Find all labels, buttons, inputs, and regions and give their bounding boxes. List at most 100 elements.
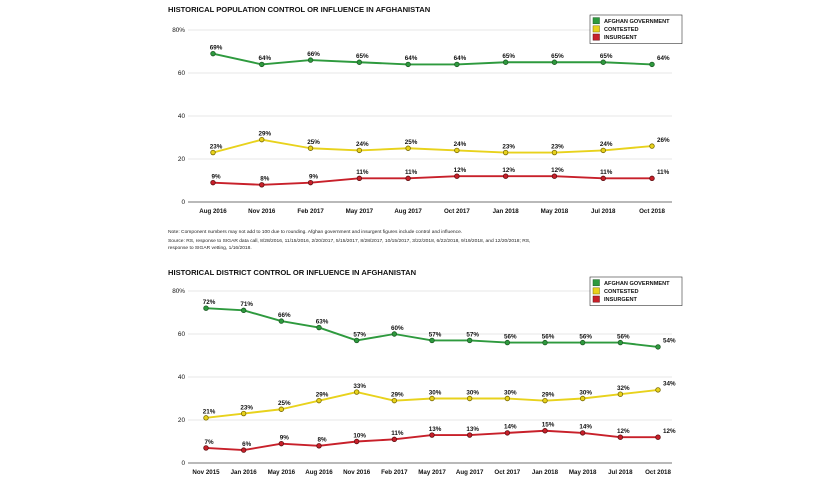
data-point	[353, 438, 360, 445]
x-tick-label: May 2017	[418, 469, 446, 476]
y-tick-label: 80%	[172, 288, 185, 295]
data-point	[203, 445, 209, 451]
data-label: 13%	[466, 426, 479, 433]
chart-title: HISTORICAL DISTRICT CONTROL OR INFLUENCE…	[168, 268, 416, 277]
data-label: 12%	[617, 428, 630, 435]
x-tick-label: May 2018	[541, 208, 569, 215]
data-label: 11%	[405, 169, 418, 176]
note-text: Note: Component numbers may not add to 1…	[168, 229, 462, 235]
data-point	[405, 175, 411, 182]
x-tick-label: Jan 2018	[493, 208, 520, 215]
data-point	[210, 50, 216, 57]
data-label: 24%	[454, 141, 467, 148]
data-point	[259, 182, 265, 188]
data-point	[356, 59, 363, 65]
data-label: 56%	[542, 333, 555, 340]
data-label: 29%	[258, 130, 271, 137]
data-point	[259, 61, 265, 68]
data-label: 14%	[579, 424, 592, 431]
data-point	[542, 428, 548, 434]
data-point	[551, 149, 558, 156]
data-label: 29%	[391, 391, 404, 398]
data-point	[649, 61, 655, 68]
data-label: 10%	[353, 432, 366, 439]
data-label: 25%	[278, 400, 291, 407]
data-point	[210, 179, 216, 186]
data-label: 6%	[242, 441, 252, 448]
data-point	[649, 143, 655, 149]
data-label: 56%	[579, 333, 592, 340]
population-control-chart: HISTORICAL POPULATION CONTROL OR INFLUEN…	[168, 5, 683, 215]
data-point	[210, 149, 216, 156]
legend-swatch	[592, 25, 600, 33]
data-point	[466, 395, 473, 402]
x-tick-label: Aug 2016	[305, 469, 333, 476]
data-label: 66%	[307, 51, 320, 58]
data-point	[278, 318, 285, 324]
data-label: 11%	[391, 430, 404, 437]
data-point	[278, 440, 285, 447]
data-label: 26%	[657, 137, 670, 144]
x-tick-label: Jan 2018	[532, 469, 559, 476]
legend-box	[589, 14, 683, 44]
data-point	[466, 432, 473, 438]
x-tick-label: Nov 2016	[248, 208, 276, 215]
data-point	[542, 397, 548, 404]
data-label: 64%	[454, 55, 467, 62]
legend-swatch	[592, 287, 600, 295]
x-tick-label: Aug 2017	[456, 469, 484, 476]
data-label: 64%	[258, 55, 271, 62]
legend-swatch	[592, 33, 600, 41]
data-label: 69%	[210, 44, 223, 51]
data-point	[600, 59, 606, 65]
y-tick-label: 60	[178, 331, 186, 338]
data-label: 9%	[280, 434, 290, 441]
data-point	[551, 173, 558, 179]
data-point	[203, 305, 209, 311]
data-point	[353, 337, 360, 344]
x-tick-label: Aug 2016	[199, 208, 227, 215]
data-label: 24%	[600, 141, 613, 148]
data-point	[405, 145, 411, 151]
x-tick-label: Jul 2018	[591, 208, 616, 215]
data-point	[391, 397, 398, 404]
data-point	[649, 175, 655, 182]
legend: AFGHAN GOVERNMENT CONTESTED INSURGENT	[589, 14, 683, 44]
data-label: 7%	[204, 439, 214, 446]
y-tick-label: 20	[178, 156, 186, 163]
data-label: 29%	[316, 391, 329, 398]
data-point	[551, 59, 558, 65]
legend-label: AFGHAN GOVERNMENT	[604, 281, 670, 287]
data-label: 65%	[551, 53, 564, 60]
data-label: 13%	[429, 426, 442, 433]
data-label: 9%	[309, 173, 319, 180]
data-point	[617, 339, 624, 346]
data-label: 57%	[429, 331, 442, 338]
x-tick-label: Jan 2016	[231, 469, 258, 476]
x-tick-label: Oct 2017	[494, 469, 520, 476]
data-label: 8%	[317, 437, 327, 444]
data-label: 23%	[240, 404, 253, 411]
x-tick-label: Jul 2018	[608, 469, 633, 476]
data-point	[655, 344, 661, 350]
data-point	[655, 434, 661, 440]
x-tick-label: Oct 2018	[645, 469, 671, 476]
data-point	[454, 147, 460, 154]
legend-label: CONTESTED	[604, 289, 639, 295]
data-label: 25%	[307, 139, 320, 146]
data-label: 29%	[542, 391, 555, 398]
legend-box	[589, 276, 683, 306]
legend-swatch	[592, 279, 600, 287]
data-point	[600, 147, 606, 154]
data-point	[429, 337, 435, 344]
data-label: 11%	[657, 169, 670, 176]
y-tick-label: 40	[178, 374, 186, 381]
chart-title: HISTORICAL POPULATION CONTROL OR INFLUEN…	[168, 5, 430, 14]
data-label: 32%	[617, 385, 630, 392]
data-label: 8%	[260, 176, 270, 183]
chart-notes: Note: Component numbers may not add to 1…	[168, 229, 530, 251]
data-label: 63%	[316, 318, 329, 325]
data-label: 60%	[391, 325, 404, 332]
data-point	[278, 406, 285, 412]
data-point	[316, 397, 322, 404]
